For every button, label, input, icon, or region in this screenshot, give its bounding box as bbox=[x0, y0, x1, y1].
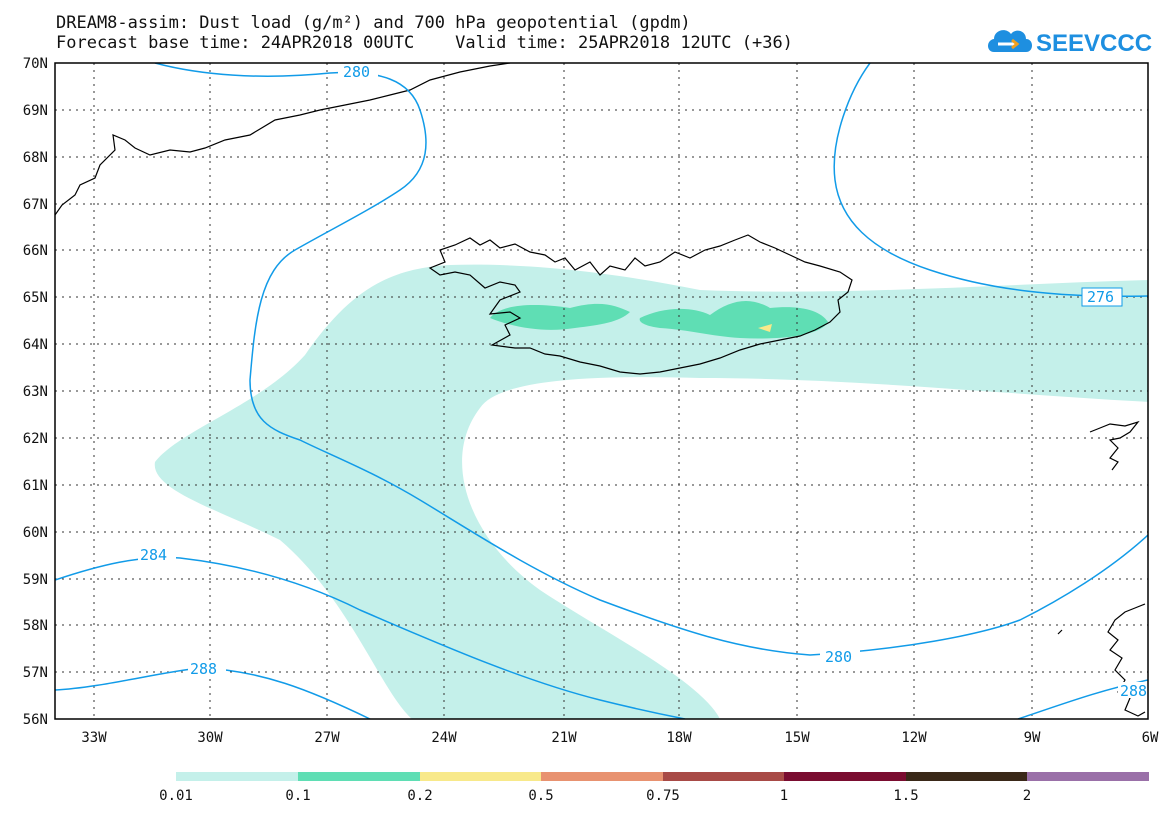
lat-label: 66N bbox=[23, 243, 48, 259]
lat-label: 61N bbox=[23, 478, 48, 494]
lat-label: 68N bbox=[23, 150, 48, 166]
legend-label: 2 bbox=[1023, 788, 1031, 804]
forecast-time-info: Forecast base time: 24APR2018 00UTC Vali… bbox=[56, 33, 793, 53]
cloud-logo-icon bbox=[988, 30, 1032, 52]
brand-name: SEEVCCC bbox=[1036, 30, 1152, 57]
dust-region-medium bbox=[639, 300, 828, 339]
map-frame bbox=[54, 62, 1149, 720]
lat-label: 65N bbox=[23, 290, 48, 306]
legend-label: 1.5 bbox=[893, 788, 918, 804]
geopotential-contour bbox=[154, 63, 1148, 656]
legend-swatch bbox=[541, 772, 663, 781]
lat-label: 67N bbox=[23, 197, 48, 213]
legend-label: 1 bbox=[780, 788, 788, 804]
lon-label: 27W bbox=[314, 730, 340, 746]
lat-label: 58N bbox=[23, 618, 48, 634]
lon-label: 33W bbox=[81, 730, 107, 746]
legend-label: 0.2 bbox=[407, 788, 432, 804]
dust-region-high bbox=[758, 324, 772, 332]
legend-swatch bbox=[784, 772, 906, 781]
lat-label: 62N bbox=[23, 431, 48, 447]
legend-swatch bbox=[420, 772, 541, 781]
legend-swatch bbox=[1027, 772, 1149, 781]
graticule bbox=[55, 63, 1148, 719]
lat-label: 63N bbox=[23, 384, 48, 400]
legend-label: 0.1 bbox=[285, 788, 310, 804]
lat-label: 70N bbox=[23, 56, 48, 72]
geopotential-contour bbox=[833, 63, 1148, 298]
dust-region-light bbox=[154, 264, 1148, 719]
lat-label: 56N bbox=[23, 712, 48, 728]
lon-label: 18W bbox=[666, 730, 692, 746]
lat-label: 59N bbox=[23, 572, 48, 588]
contour-label: 284 bbox=[140, 546, 167, 564]
lon-label: 9W bbox=[1024, 730, 1041, 746]
lon-label: 6W bbox=[1142, 730, 1159, 746]
contour-label: 280 bbox=[343, 63, 370, 81]
faroe-islands-coastline bbox=[1089, 420, 1140, 471]
lon-label: 21W bbox=[551, 730, 577, 746]
greenland-coastline bbox=[55, 63, 511, 216]
scotland-coastline bbox=[1057, 603, 1146, 717]
legend-swatch bbox=[298, 772, 420, 781]
contour-label: 288 bbox=[1120, 682, 1147, 700]
legend-colorbar bbox=[176, 772, 1149, 781]
legend-label: 0.01 bbox=[159, 788, 193, 804]
lat-label: 64N bbox=[23, 337, 48, 353]
lat-label: 57N bbox=[23, 665, 48, 681]
legend-label: 0.75 bbox=[646, 788, 680, 804]
map-title: DREAM8-assim: Dust load (g/m²) and 700 h… bbox=[56, 13, 691, 33]
contour-label: 288 bbox=[190, 660, 217, 678]
contour-label: 276 bbox=[1087, 288, 1114, 306]
lon-label: 30W bbox=[197, 730, 223, 746]
seevccc-logo: SEEVCCC bbox=[988, 30, 1152, 57]
lat-label: 60N bbox=[23, 525, 48, 541]
lon-label: 12W bbox=[901, 730, 927, 746]
contour-label: 280 bbox=[825, 648, 852, 666]
legend-swatch bbox=[176, 772, 298, 781]
lon-label: 24W bbox=[431, 730, 457, 746]
lon-label: 15W bbox=[784, 730, 810, 746]
legend-swatch bbox=[663, 772, 784, 781]
iceland-coastline bbox=[428, 234, 853, 375]
legend-swatch bbox=[906, 772, 1027, 781]
dust-region-medium bbox=[490, 303, 630, 330]
legend-label: 0.5 bbox=[528, 788, 553, 804]
lat-label: 69N bbox=[23, 103, 48, 119]
